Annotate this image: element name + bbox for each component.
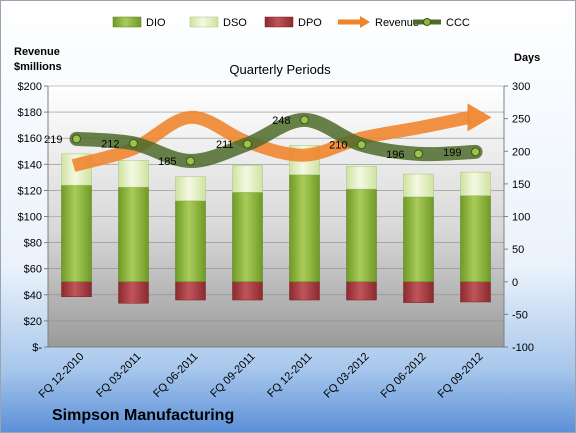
bar-dio [61, 184, 92, 282]
legend-swatch-dio [112, 16, 142, 28]
legend-label-dpo: DPO [298, 17, 322, 29]
left-tick-label: $60 [24, 264, 42, 276]
left-tick-label: $180 [18, 107, 42, 119]
right-tick-label: 150 [512, 179, 530, 191]
ccc-data-label: 211 [216, 139, 234, 151]
legend-label-dio: DIO [146, 17, 166, 29]
bar-dio [346, 188, 377, 282]
legend-swatch-dpo [264, 16, 294, 28]
left-tick-label: $100 [18, 212, 42, 224]
left-axis-title-line1: Revenue [14, 46, 60, 58]
ccc-data-label: 248 [272, 115, 290, 127]
bar-dpo [403, 281, 434, 303]
ccc-data-label: 210 [329, 140, 347, 152]
left-tick-label: $140 [18, 159, 42, 171]
bar-dpo [61, 281, 92, 298]
left-tick-label: $120 [18, 185, 42, 197]
bar-dpo [232, 281, 263, 301]
right-tick-label: 200 [512, 146, 530, 158]
right-tick-label: 50 [512, 244, 524, 256]
legend-label-dso: DSO [223, 17, 247, 29]
ccc-point [129, 138, 138, 148]
left-tick-label: $20 [24, 316, 42, 328]
ccc-point [300, 115, 309, 125]
ccc-point [357, 140, 366, 150]
chart-title: Quarterly Periods [229, 62, 331, 77]
right-tick-label: 100 [512, 212, 530, 224]
bar-dpo [346, 281, 377, 301]
bar-dio [175, 200, 206, 282]
right-tick-label: 250 [512, 114, 530, 126]
bar-dio [289, 174, 320, 283]
legend-item-dpo: DPO [264, 16, 322, 29]
ccc-line [69, 112, 483, 169]
left-tick-label: $80 [24, 238, 42, 250]
right-axis-title: Days [514, 52, 540, 64]
left-tick-label: $200 [18, 81, 42, 93]
ccc-data-label: 212 [101, 138, 119, 150]
bar-dso [403, 173, 434, 198]
bar-dpo [460, 281, 491, 303]
ccc-point [243, 139, 252, 149]
ccc-series: 219 212 185 211 248 210 196 199 [44, 112, 483, 169]
legend-label-revenue: Revenue [375, 17, 419, 29]
legend-marker-ccc [423, 18, 431, 26]
bar-dso [460, 171, 491, 196]
bar-dso [118, 160, 149, 188]
ccc-point [186, 156, 195, 166]
bar-dso [232, 165, 263, 193]
legend: DIO DSO DPO Revenue CCC [112, 16, 470, 29]
left-tick-label: $- [32, 342, 42, 354]
bar-dio [403, 196, 434, 282]
ccc-point [414, 149, 423, 159]
bar-dso [175, 176, 206, 202]
ccc-data-label: 185 [158, 156, 176, 168]
left-tick-label: $160 [18, 133, 42, 145]
bar-dpo [118, 281, 149, 304]
ccc-data-label: 219 [44, 134, 62, 146]
ccc-data-label: 196 [386, 149, 404, 161]
left-axis-title-line2: $millions [14, 61, 62, 73]
right-tick-label: -100 [512, 342, 534, 354]
legend-arrow-revenue [360, 16, 370, 28]
bar-dio [118, 186, 149, 282]
revenue-arrowhead [467, 103, 492, 132]
legend-swatch-dso [189, 16, 219, 28]
bar-dio [460, 195, 491, 282]
ccc-point [471, 147, 480, 157]
legend-item-revenue: Revenue [338, 16, 419, 29]
ccc-data-label: 199 [443, 147, 461, 159]
legend-item-ccc: CCC [413, 17, 470, 29]
legend-item-dio: DIO [112, 16, 166, 29]
right-tick-label: -50 [512, 309, 528, 321]
legend-item-dso: DSO [189, 16, 247, 29]
bar-dio [232, 192, 263, 282]
right-tick-label: 0 [512, 277, 518, 289]
left-tick-label: $40 [24, 290, 42, 302]
right-tick-label: 300 [512, 81, 530, 93]
ccc-point [72, 134, 81, 144]
company-name: Simpson Manufacturing [52, 407, 234, 424]
bar-dpo [289, 281, 320, 301]
legend-label-ccc: CCC [446, 17, 470, 29]
bar-dpo [175, 281, 206, 301]
bar-dso [346, 166, 377, 190]
